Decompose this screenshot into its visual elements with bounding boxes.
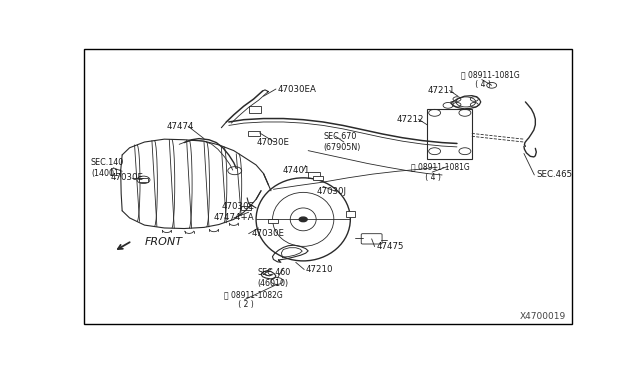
Text: SEC.670
(67905N): SEC.670 (67905N) [323, 132, 360, 152]
Text: FRONT: FRONT [145, 237, 182, 247]
Text: 47210: 47210 [306, 265, 333, 274]
Text: 47030E: 47030E [111, 173, 144, 182]
Text: Ⓝ 08911-1082G
      ( 2 ): Ⓝ 08911-1082G ( 2 ) [224, 290, 283, 309]
Text: X4700019: X4700019 [520, 312, 566, 321]
Text: 47030E: 47030E [256, 138, 289, 147]
Text: Ⓝ 08911-1081G
      ( 4 ): Ⓝ 08911-1081G ( 4 ) [461, 70, 520, 89]
Text: Ⓝ 08911-1081G
      ( 4 ): Ⓝ 08911-1081G ( 4 ) [412, 163, 470, 182]
Bar [346, 211, 355, 217]
Bar [269, 218, 278, 223]
Circle shape [300, 217, 307, 222]
Text: 47212: 47212 [396, 115, 424, 124]
Text: 47030E: 47030E [251, 229, 284, 238]
Bar [249, 106, 261, 112]
Bar [308, 172, 320, 178]
Text: SEC.465: SEC.465 [536, 170, 572, 179]
Text: 47030EA: 47030EA [277, 84, 316, 93]
Text: 47474+A: 47474+A [214, 214, 255, 222]
Bar [248, 131, 260, 136]
Text: SEC.460
(46010): SEC.460 (46010) [257, 268, 291, 288]
Text: 47401: 47401 [282, 166, 310, 175]
Text: 47474: 47474 [167, 122, 195, 131]
Text: SEC.140
(14001): SEC.140 (14001) [91, 158, 124, 177]
Bar [241, 206, 251, 210]
Text: 47475: 47475 [376, 242, 404, 251]
Bar [138, 177, 148, 182]
Text: 47211: 47211 [428, 86, 454, 95]
Text: 47030E: 47030E [221, 202, 254, 211]
Text: 47030J: 47030J [316, 187, 346, 196]
Bar [313, 176, 323, 180]
